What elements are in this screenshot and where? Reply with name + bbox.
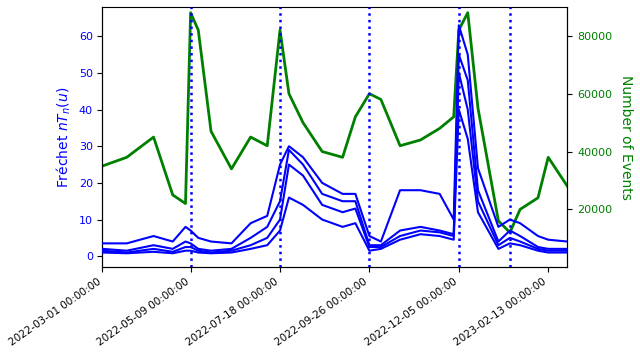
Y-axis label: Fréchet $nT_n(u)$: Fréchet $nT_n(u)$ [54,87,73,188]
Y-axis label: Number of Events: Number of Events [619,75,633,200]
